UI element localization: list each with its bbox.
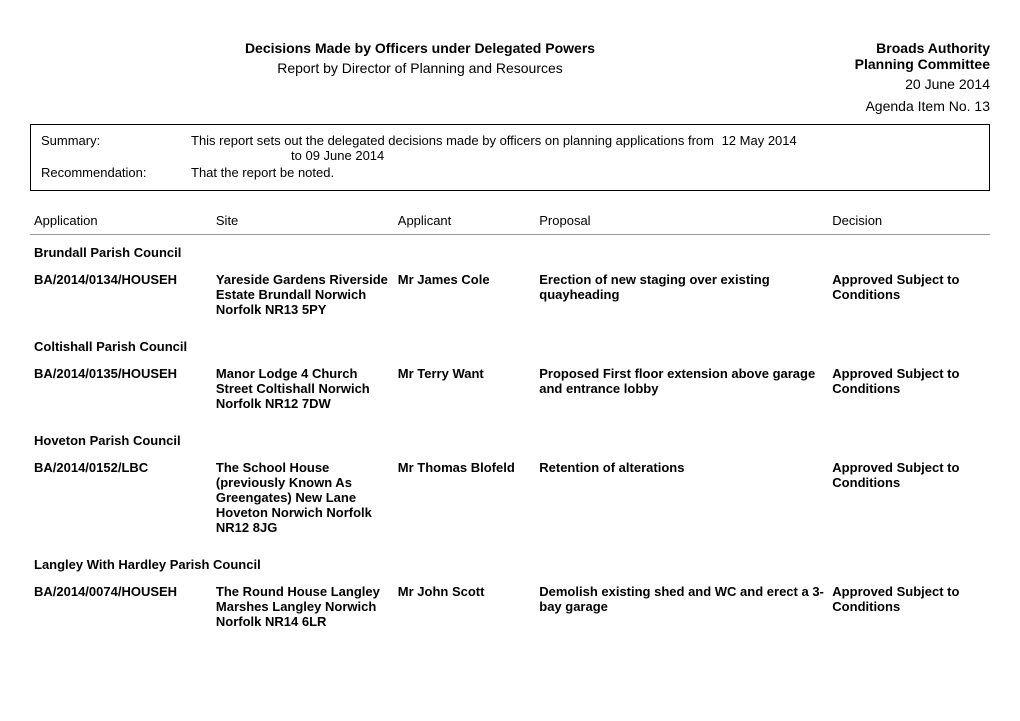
cell-application: BA/2014/0134/HOUSEH [30, 266, 212, 329]
table-row: BA/2014/0074/HOUSEHThe Round House Langl… [30, 578, 990, 641]
col-header-decision: Decision [828, 207, 990, 235]
col-header-proposal: Proposal [535, 207, 828, 235]
document-header: Decisions Made by Officers under Delegat… [30, 40, 990, 92]
council-row: Hoveton Parish Council [30, 423, 990, 454]
cell-site: Manor Lodge 4 Church Street Coltishall N… [212, 360, 394, 423]
table-row: BA/2014/0135/HOUSEHManor Lodge 4 Church … [30, 360, 990, 423]
report-date: 20 June 2014 [810, 76, 990, 92]
cell-proposal: Proposed First floor extension above gar… [535, 360, 828, 423]
document-title: Decisions Made by Officers under Delegat… [30, 40, 810, 56]
summary-to-block: to 09 June 2014 [291, 148, 384, 163]
committee-name: Planning Committee [810, 56, 990, 72]
agenda-number: 13 [974, 98, 990, 114]
summary-to-label: to [291, 148, 302, 163]
cell-applicant: Mr John Scott [394, 578, 535, 641]
summary-text-line: This report sets out the delegated decis… [191, 133, 979, 163]
col-header-applicant: Applicant [394, 207, 535, 235]
cell-decision: Approved Subject to Conditions [828, 266, 990, 329]
summary-from-date: 12 May 2014 [722, 133, 797, 148]
recommendation-text: That the report be noted. [191, 165, 979, 180]
council-row: Coltishall Parish Council [30, 329, 990, 360]
council-row: Brundall Parish Council [30, 235, 990, 267]
decisions-table: Application Site Applicant Proposal Deci… [30, 207, 990, 641]
cell-site: Yareside Gardens Riverside Estate Brunda… [212, 266, 394, 329]
agenda-line: Agenda Item No. 13 [30, 98, 990, 114]
summary-label: Summary: [41, 133, 191, 163]
recommendation-row: Recommendation: That the report be noted… [41, 165, 979, 180]
table-body: Brundall Parish CouncilBA/2014/0134/HOUS… [30, 235, 990, 642]
agenda-label: Agenda Item No. [865, 98, 970, 114]
summary-to-date: 09 June 2014 [305, 148, 384, 163]
col-header-application: Application [30, 207, 212, 235]
cell-applicant: Mr James Cole [394, 266, 535, 329]
cell-application: BA/2014/0135/HOUSEH [30, 360, 212, 423]
summary-row: Summary: This report sets out the delega… [41, 133, 979, 163]
council-name: Langley With Hardley Parish Council [30, 547, 990, 578]
council-name: Brundall Parish Council [30, 235, 990, 267]
cell-application: BA/2014/0152/LBC [30, 454, 212, 547]
cell-site: The School House (previously Known As Gr… [212, 454, 394, 547]
document-subtitle: Report by Director of Planning and Resou… [30, 60, 810, 76]
header-right-block: Broads Authority Planning Committee 20 J… [810, 40, 990, 92]
table-row: BA/2014/0152/LBCThe School House (previo… [30, 454, 990, 547]
cell-proposal: Demolish existing shed and WC and erect … [535, 578, 828, 641]
summary-box: Summary: This report sets out the delega… [30, 124, 990, 191]
cell-site: The Round House Langley Marshes Langley … [212, 578, 394, 641]
authority-name: Broads Authority [810, 40, 990, 56]
table-row: BA/2014/0134/HOUSEHYareside Gardens Rive… [30, 266, 990, 329]
table-header-row: Application Site Applicant Proposal Deci… [30, 207, 990, 235]
cell-applicant: Mr Terry Want [394, 360, 535, 423]
cell-proposal: Retention of alterations [535, 454, 828, 547]
recommendation-label: Recommendation: [41, 165, 191, 180]
cell-decision: Approved Subject to Conditions [828, 454, 990, 547]
cell-decision: Approved Subject to Conditions [828, 360, 990, 423]
col-header-site: Site [212, 207, 394, 235]
cell-applicant: Mr Thomas Blofeld [394, 454, 535, 547]
cell-application: BA/2014/0074/HOUSEH [30, 578, 212, 641]
header-center-block: Decisions Made by Officers under Delegat… [30, 40, 810, 76]
council-name: Coltishall Parish Council [30, 329, 990, 360]
council-row: Langley With Hardley Parish Council [30, 547, 990, 578]
cell-decision: Approved Subject to Conditions [828, 578, 990, 641]
cell-proposal: Erection of new staging over existing qu… [535, 266, 828, 329]
summary-text: This report sets out the delegated decis… [191, 133, 714, 148]
council-name: Hoveton Parish Council [30, 423, 990, 454]
